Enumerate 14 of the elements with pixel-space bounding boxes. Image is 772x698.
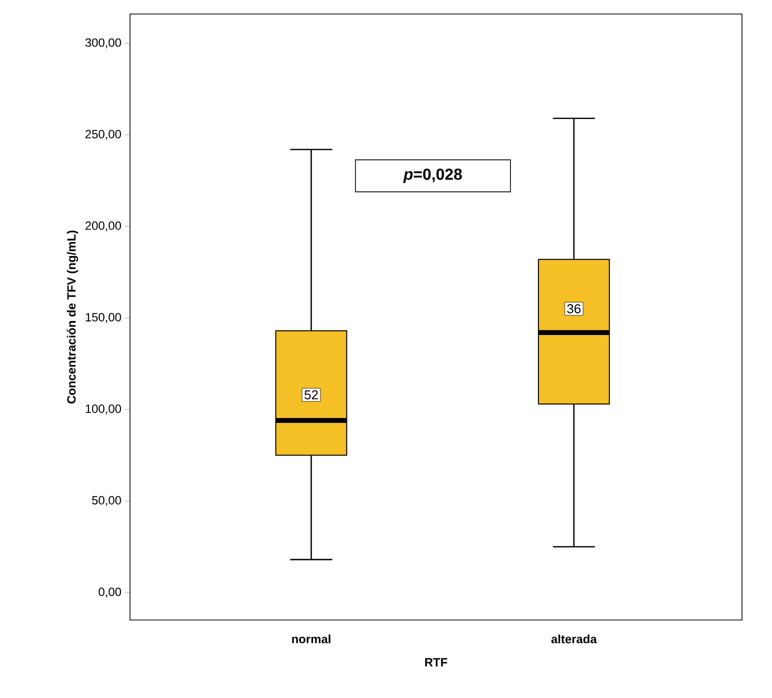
y-tick-label: 150,00 [86, 312, 122, 323]
annotation: 52 [304, 390, 318, 400]
annotation: p=0,028 [403, 168, 462, 184]
y-axis-title: Concentración de TFV (ng/mL) [66, 230, 78, 404]
y-tick-label: 100,00 [86, 404, 122, 414]
x-tick-label: normal [292, 634, 330, 644]
x-axis-title: RTF [425, 658, 448, 666]
y-tick-label: 250,00 [86, 130, 122, 140]
y-tick-label: 300,00 [85, 38, 122, 48]
x-tick-label: alterada [551, 634, 597, 644]
y-tick-label: 200,00 [86, 221, 122, 232]
annotation: 36 [567, 304, 581, 314]
y-tick-label: 50,00 [92, 496, 122, 506]
y-tick-label: 0,00 [98, 588, 122, 598]
